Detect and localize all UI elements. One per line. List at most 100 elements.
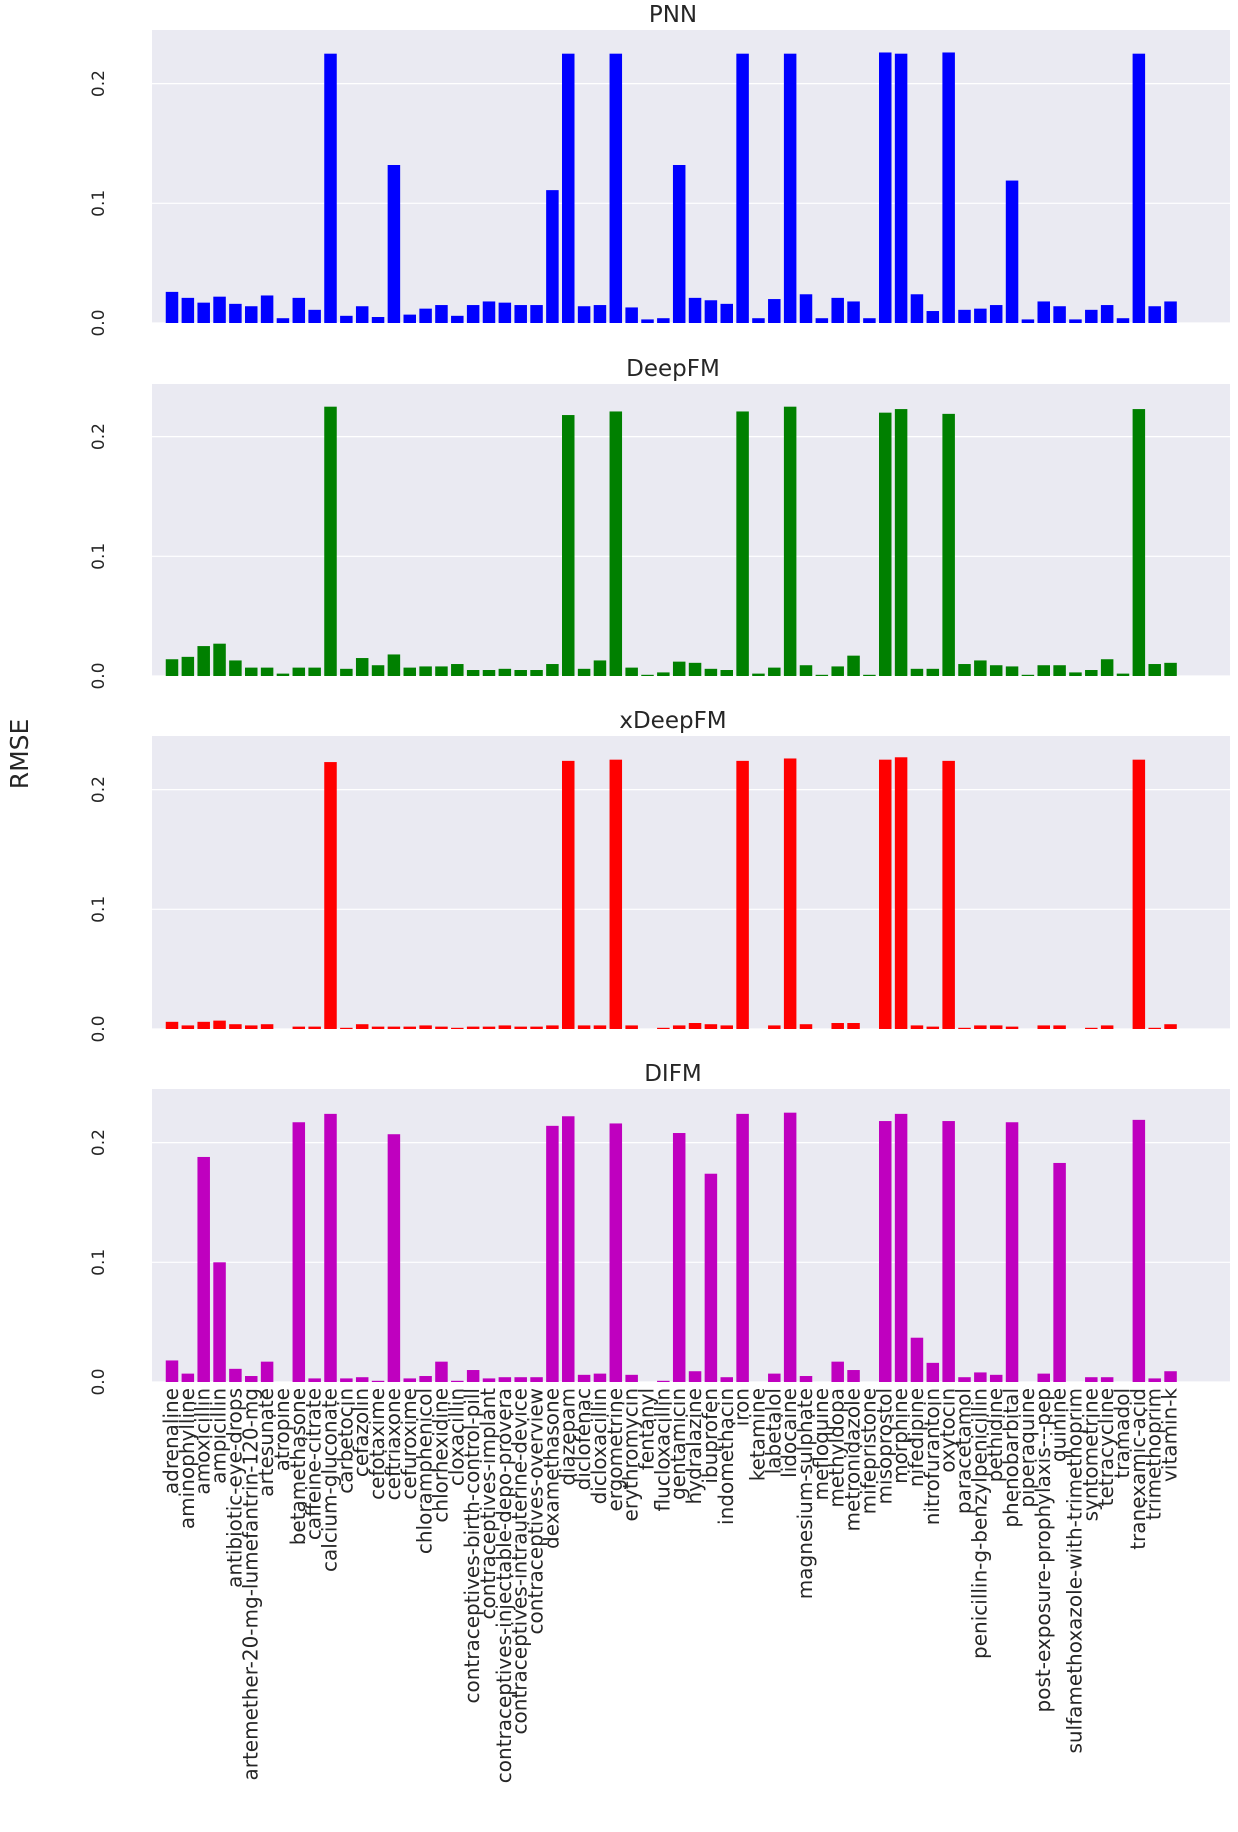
bar: [577, 668, 591, 676]
bar: [926, 668, 940, 676]
bar: [609, 1123, 623, 1382]
x-tick-label: cefazolin: [349, 1388, 373, 1477]
bar: [672, 1025, 686, 1029]
x-tick-label: carbetocin: [333, 1388, 357, 1494]
bar: [498, 1377, 512, 1382]
panel-deepfm: 0.0 0.1 0.2 DeepFM: [89, 356, 1230, 690]
bar: [498, 668, 512, 676]
bar: [355, 306, 369, 323]
bar: [292, 297, 306, 323]
bar: [1132, 53, 1146, 324]
bar: [213, 643, 226, 676]
x-tick-label: magnesium-sulphate: [793, 1388, 817, 1599]
x-tick-label: sulfamethoxazole-with-trimethoprim: [1062, 1388, 1086, 1754]
bar: [1053, 665, 1066, 676]
panel-title: PNN: [649, 2, 697, 28]
bar: [451, 1027, 464, 1029]
bar: [229, 1368, 242, 1382]
bar: [1100, 659, 1114, 676]
bar: [229, 660, 242, 676]
x-tick-label: atropine: [270, 1388, 294, 1471]
bar: [466, 1370, 480, 1382]
x-tick-label: contraceptives-intrauterine-device: [508, 1388, 532, 1734]
bar: [292, 667, 306, 676]
x-tick-label: phenobarbital: [999, 1388, 1023, 1528]
bar: [403, 1378, 416, 1382]
bar: [435, 305, 448, 323]
x-tick-label: ketamine: [745, 1388, 769, 1481]
bar: [419, 1025, 432, 1029]
bar: [213, 296, 226, 323]
x-tick-label: cloxacillin: [444, 1388, 468, 1486]
bar: [260, 295, 274, 323]
bar: [1053, 1162, 1066, 1382]
bar: [1037, 1373, 1050, 1382]
x-tick-label: chlorhexidine: [428, 1388, 452, 1523]
x-tick-label: tranexamic-acid: [1126, 1388, 1150, 1550]
bar: [482, 670, 496, 676]
bar: [958, 1377, 971, 1382]
bar: [688, 297, 702, 323]
bar: [1132, 409, 1146, 676]
bar: [942, 1121, 955, 1382]
panel-difm: 0.0 0.1 0.2 DIFM: [89, 1061, 1230, 1396]
x-tick-label: cefotaxime: [365, 1388, 389, 1500]
x-tick-label: ceftriaxone: [381, 1388, 405, 1500]
bar: [546, 664, 559, 676]
x-tick-label: tetracycline: [1094, 1388, 1118, 1506]
bar: [783, 758, 797, 1029]
x-tick-label: hydralazine: [682, 1388, 706, 1505]
bar: [720, 303, 733, 323]
bar: [831, 1361, 844, 1382]
bar: [260, 667, 274, 676]
bar: [1053, 1025, 1066, 1029]
bar: [451, 1380, 464, 1382]
x-tick-label: fentanyl: [635, 1388, 659, 1470]
bar: [704, 1173, 718, 1382]
bar: [530, 1026, 543, 1029]
bar: [165, 291, 179, 323]
bar: [879, 52, 892, 323]
bar: [863, 674, 876, 676]
bar: [514, 305, 527, 323]
bar: [245, 1376, 258, 1383]
bar: [403, 314, 416, 323]
x-tick-label: trimethoprim: [1142, 1388, 1166, 1520]
bar: [768, 299, 781, 323]
bar: [657, 1380, 670, 1382]
bar: [562, 415, 575, 676]
bar: [942, 52, 955, 323]
bar: [165, 1021, 179, 1029]
bar: [1116, 673, 1130, 676]
bar: [736, 53, 749, 324]
bar: [752, 673, 765, 676]
x-tick-label: post-exposure-prophylaxis---pep: [1031, 1388, 1055, 1712]
x-tick-label: nitrofurantoin: [920, 1388, 944, 1525]
bar: [688, 1371, 702, 1382]
y-tick-label: 0.2: [89, 70, 109, 97]
bar: [974, 308, 987, 323]
x-tick-label: betamethasone: [286, 1388, 310, 1545]
bar: [292, 1122, 306, 1382]
bar: [498, 1025, 512, 1029]
bar: [926, 1026, 940, 1029]
bar: [1069, 672, 1082, 676]
bar: [562, 760, 575, 1029]
bar: [514, 1026, 527, 1029]
x-tick-label: diclofenac: [571, 1388, 595, 1490]
y-tick-label: 0.0: [89, 309, 109, 336]
bar: [688, 1023, 702, 1029]
bar: [324, 762, 337, 1029]
bar: [609, 53, 623, 324]
bar: [197, 302, 210, 323]
bar: [657, 318, 670, 323]
x-tick-label: syntometrine: [1078, 1388, 1102, 1521]
bar: [783, 406, 797, 676]
x-tick-label: ibuprofen: [698, 1388, 722, 1484]
bar: [530, 1377, 543, 1382]
bar: [324, 53, 337, 324]
bar: [1132, 1119, 1146, 1382]
x-tick-label: nifedipine: [904, 1388, 928, 1487]
plot-background: [152, 736, 1230, 1029]
bar: [989, 1374, 1003, 1382]
